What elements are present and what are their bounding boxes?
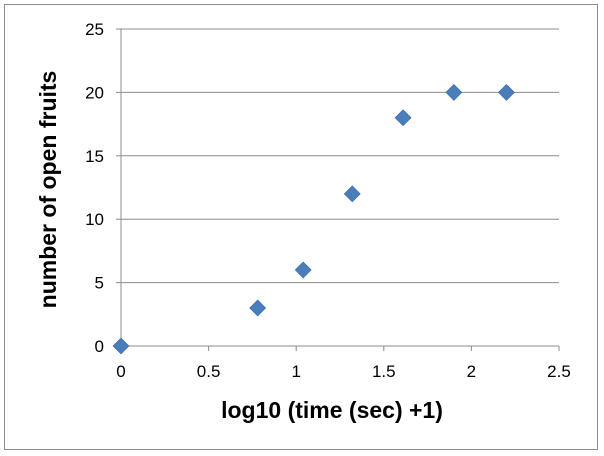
- data-point-4: [394, 109, 412, 127]
- y-tick-label-3: 15: [85, 147, 104, 166]
- x-axis-title: log10 (time (sec) +1): [221, 397, 443, 423]
- y-tick-label-2: 10: [85, 210, 104, 229]
- x-tick-label-2: 1: [291, 362, 300, 381]
- data-points: [112, 83, 515, 355]
- x-tick-label-5: 2.5: [547, 362, 571, 381]
- y-tick-label-1: 5: [95, 274, 104, 293]
- x-tick-label-3: 1.5: [372, 362, 396, 381]
- y-tick-label-0: 0: [95, 337, 104, 356]
- x-tick-label-4: 2: [467, 362, 476, 381]
- chart-frame: [4, 4, 598, 450]
- y-tick-label-4: 20: [85, 83, 104, 102]
- data-point-0: [112, 337, 130, 355]
- x-tick-label-0: 0: [116, 362, 125, 381]
- data-point-3: [343, 185, 361, 203]
- y-axis-title: number of open fruits: [35, 71, 61, 309]
- axes: [116, 28, 560, 351]
- data-point-5: [445, 83, 463, 101]
- y-tick-label-5: 25: [85, 20, 104, 39]
- data-point-2: [294, 261, 312, 279]
- data-point-1: [249, 299, 267, 317]
- gridlines: [121, 28, 559, 284]
- data-point-6: [498, 83, 515, 101]
- x-tick-label-1: 0.5: [197, 362, 221, 381]
- tick-labels: 0 5 10 15 20 25 0 0.5 1 1.5 2 2.5: [85, 20, 571, 381]
